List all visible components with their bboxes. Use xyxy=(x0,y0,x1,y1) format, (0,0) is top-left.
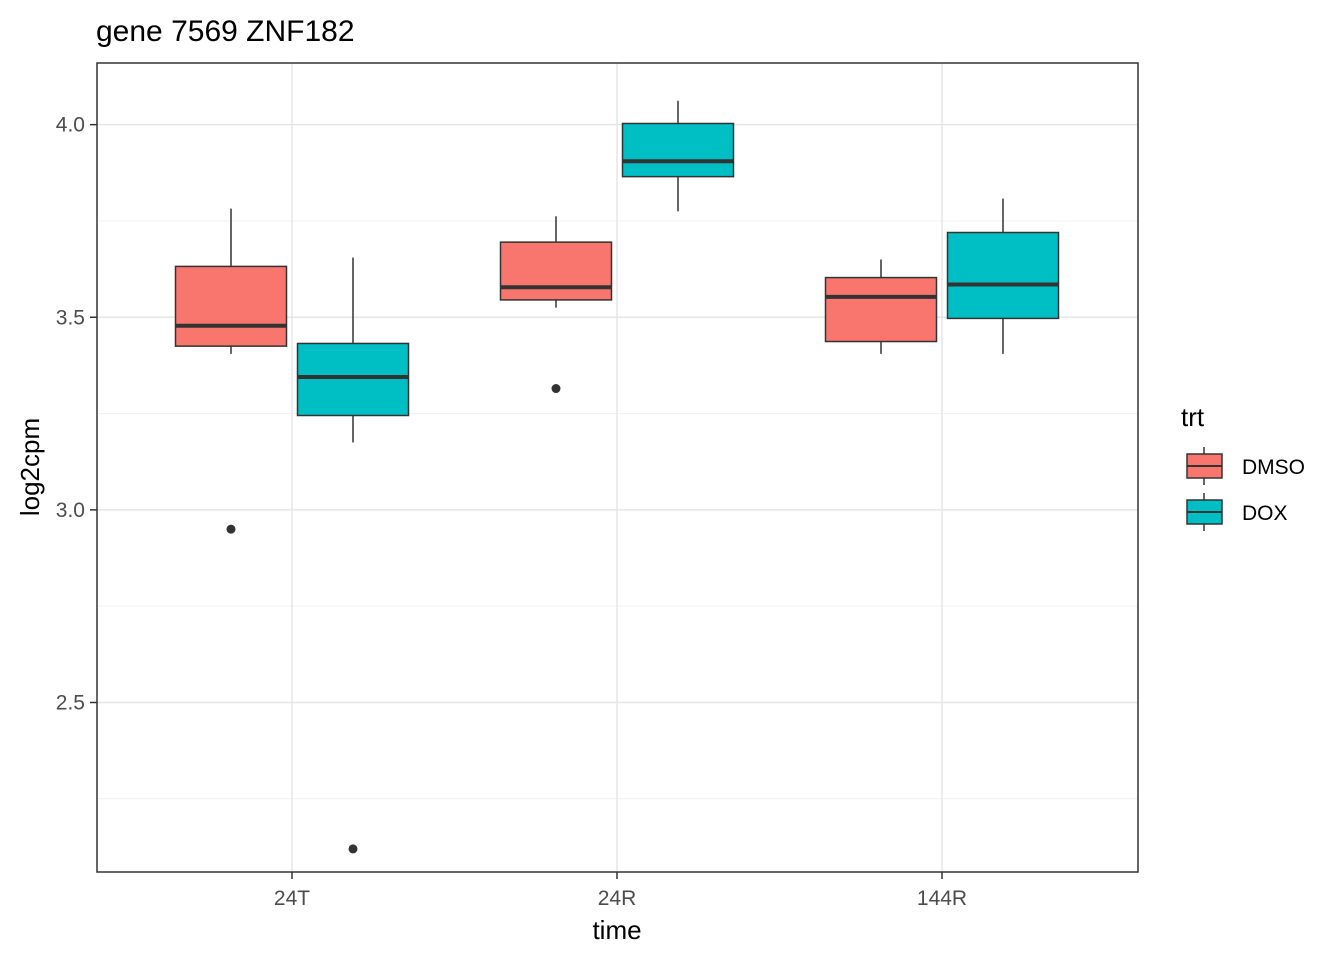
legend-label: DOX xyxy=(1242,502,1288,525)
y-tick-label: 2.5 xyxy=(56,691,85,714)
x-tick-label: 144R xyxy=(917,887,967,910)
box-body xyxy=(946,231,1060,320)
box-body xyxy=(621,122,735,178)
x-axis-label: time xyxy=(592,915,641,945)
legend-label: DMSO xyxy=(1242,456,1305,479)
box-body xyxy=(296,342,410,417)
x-tick-label: 24T xyxy=(274,887,310,910)
box-body xyxy=(499,241,613,301)
plot-panel xyxy=(96,62,1139,873)
y-axis: 2.5 3.0 3.5 4.0 xyxy=(56,114,97,714)
y-tick-label: 4.0 xyxy=(56,114,85,137)
box-dox-24t xyxy=(296,257,410,854)
box-dmso-24r xyxy=(499,216,613,394)
outlier-point xyxy=(226,524,236,534)
y-tick-label: 3.0 xyxy=(56,499,85,522)
box-dmso-24t xyxy=(174,208,288,534)
box-dox-24r xyxy=(621,100,735,212)
legend-item-dox: DOX xyxy=(1186,493,1288,531)
x-axis: 24T 24R 144R xyxy=(274,872,967,910)
legend-item-dmso: DMSO xyxy=(1186,447,1305,485)
box-dmso-144r xyxy=(824,259,938,354)
x-tick-label: 24R xyxy=(598,887,637,910)
y-tick-label: 3.5 xyxy=(56,306,85,329)
outlier-point xyxy=(348,844,358,854)
box-dox-144r xyxy=(946,198,1060,354)
chart-title: gene 7569 ZNF182 xyxy=(96,15,355,48)
legend-title: trt xyxy=(1181,402,1205,432)
outlier-point xyxy=(551,384,561,394)
y-axis-label: log2cpm xyxy=(15,418,45,516)
legend: trt DMSO DOX xyxy=(1181,402,1305,531)
box-body xyxy=(824,276,938,343)
box-body xyxy=(174,265,288,347)
